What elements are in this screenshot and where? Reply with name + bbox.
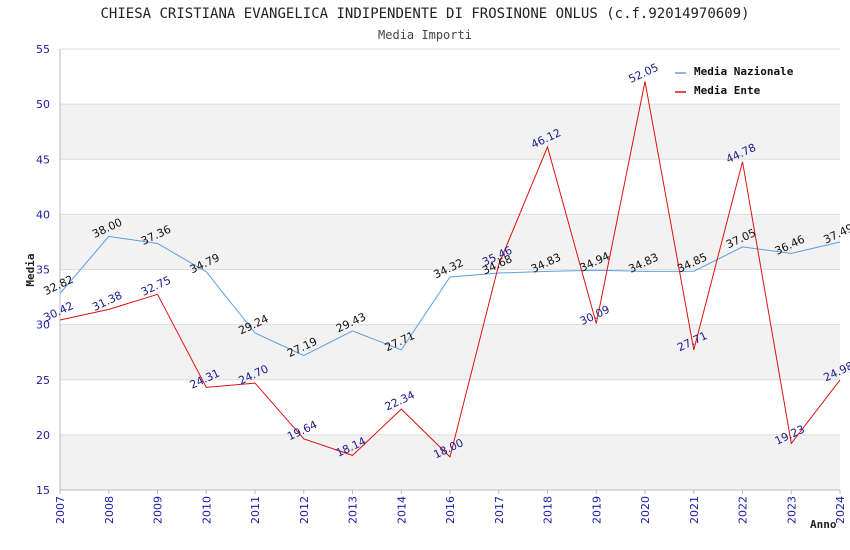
- y-tick-label: 45: [36, 153, 50, 166]
- x-tick-label: 2020: [639, 496, 652, 524]
- series-line-ente: [59, 81, 841, 458]
- y-axis-label: Media: [24, 253, 37, 286]
- x-tick-label: 2024: [834, 496, 847, 524]
- chart-title: CHIESA CRISTIANA EVANGELICA INDIPENDENTE…: [100, 6, 749, 22]
- x-tick-label: 2008: [103, 496, 116, 524]
- legend-label-nazionale: Media Nazionale: [694, 65, 794, 78]
- y-tick-label: 55: [36, 43, 50, 56]
- x-tick-labels: 2007 2008 2009 2010 2011 2012 2013 2014 2016 2017…: [54, 496, 847, 524]
- grid-band: [60, 434, 840, 490]
- grid-band: [60, 159, 840, 215]
- y-tick-labels: 15 20 25 30 35 40 45 50 55: [36, 43, 50, 497]
- y-tick-label: 35: [36, 264, 50, 277]
- y-tick-label: 50: [36, 98, 50, 111]
- y-tick-label: 40: [36, 208, 50, 221]
- axes: [59, 49, 841, 494]
- legend-box: [670, 60, 810, 102]
- chart-subtitle: Media Importi: [378, 28, 472, 42]
- series-line-nazionale: [59, 235, 841, 357]
- legend-label-ente: Media Ente: [694, 84, 761, 97]
- x-tick-label: 2018: [542, 496, 555, 524]
- grid-band: [60, 104, 840, 160]
- x-tick-label: 2010: [200, 496, 213, 524]
- x-tick-label: 2023: [785, 496, 798, 524]
- grid-bands: [60, 49, 840, 490]
- x-tick-label: 2019: [590, 496, 603, 524]
- x-tick-label: 2012: [298, 496, 311, 524]
- x-axis-label: Anno: [810, 518, 837, 531]
- y-tick-label: 25: [36, 374, 50, 387]
- legend: Media Nazionale Media Ente: [670, 60, 810, 102]
- x-tick-label: 2022: [737, 496, 750, 524]
- x-tick-label: 2016: [444, 496, 457, 524]
- y-tick-label: 30: [36, 319, 50, 332]
- x-tick-label: 2017: [493, 496, 506, 524]
- y-tick-label: 20: [36, 429, 50, 442]
- grid-band: [60, 214, 840, 270]
- series-lines: [59, 81, 841, 458]
- grid-band: [60, 269, 840, 325]
- x-tick-label: 2009: [152, 496, 165, 524]
- grid-band: [60, 379, 840, 435]
- x-tick-label: 2021: [688, 496, 701, 524]
- y-tick-label: 15: [36, 484, 50, 497]
- x-tick-label: 2013: [347, 496, 360, 524]
- x-tick-label: 2014: [395, 496, 408, 524]
- x-tick-label: 2011: [249, 496, 262, 524]
- x-tick-label: 2007: [54, 496, 67, 524]
- grid-band: [60, 324, 840, 380]
